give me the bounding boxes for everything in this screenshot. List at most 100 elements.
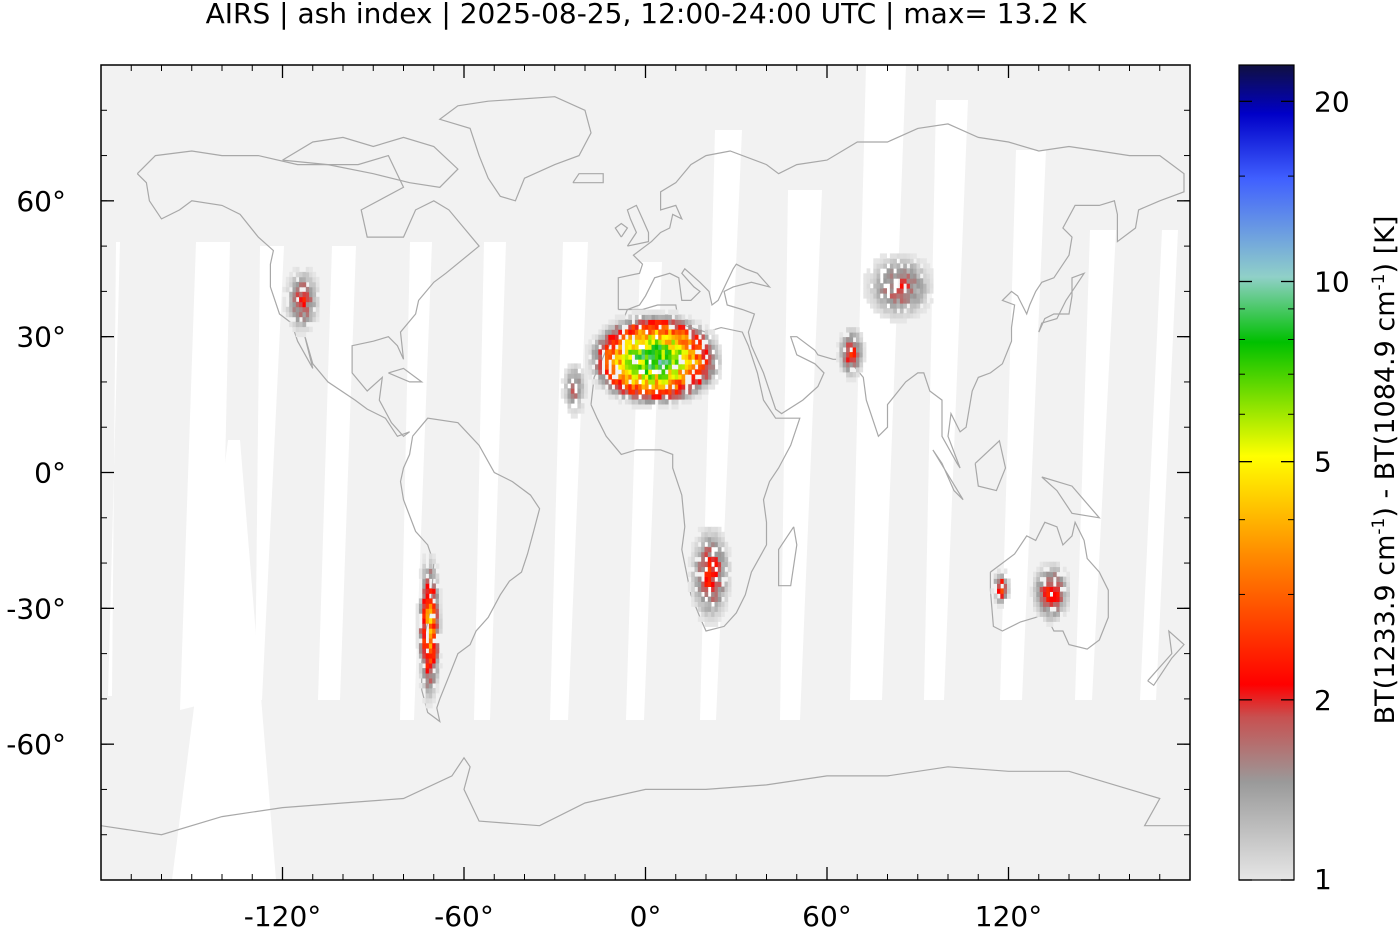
ash-pixel [1046,581,1050,587]
ash-pixel [574,363,578,369]
ash-pixel [684,349,689,355]
ash-pixel [315,306,320,313]
ash-pixel [694,369,699,375]
ash-pixel [567,393,572,399]
ash-pixel [425,698,430,704]
ash-pixel [634,344,639,350]
ash-pixel [852,352,857,358]
ash-pixel [684,394,689,400]
ash-pixel [711,596,715,602]
ash-pixel [435,668,440,674]
ash-pixel [668,359,672,365]
ash-pixel [707,531,712,538]
ash-pixel [707,551,712,558]
ash-pixel [418,608,423,614]
ash-pixel [661,324,666,330]
ash-pixel [611,389,616,395]
ash-pixel [658,339,662,345]
ash-pixel [305,306,310,313]
y-axis: 60° 30° 0° -30° -60° [6,185,1190,761]
ash-pixel [580,378,585,384]
ash-pixel [634,329,639,335]
ash-pixel [1049,601,1054,607]
ash-pixel [621,334,626,340]
ash-pixel [684,319,689,325]
ash-pixel [846,342,850,348]
ash-pixel [691,364,696,370]
ash-pixel [415,608,420,614]
ash-pixel [638,359,642,365]
ash-pixel [862,342,867,348]
ash-pixel [687,586,692,592]
ash-pixel [859,362,864,368]
ash-pixel [721,561,725,568]
y-tick-label: 30° [16,321,66,354]
ash-pixel [701,536,705,543]
ash-pixel [929,288,934,294]
ash-pixel [624,359,629,365]
ash-pixel [295,326,300,333]
ash-pixel [624,354,629,360]
ash-pixel [651,374,656,380]
ash-pixel [707,526,712,533]
ash-pixel [577,383,582,389]
ash-pixel [577,393,582,399]
ash-pixel [299,296,303,303]
ash-pixel [299,271,303,278]
ash-pixel [664,399,669,405]
colorbar-label-part3: ) [K] [1370,216,1400,274]
ash-pixel [1039,601,1044,607]
ash-pixel [651,359,656,365]
ash-pixel [899,308,904,314]
colorbar-tick-label: 20 [1314,85,1350,118]
ash-pixel [315,311,320,318]
ash-pixel [651,329,656,335]
ash-pixel [644,344,649,350]
ash-pixel [658,344,662,350]
ash-pixel [580,403,585,409]
ash-pixel [618,374,622,380]
ash-pixel [687,571,692,578]
ash-pixel [302,276,307,283]
ash-pixel [913,273,917,279]
ash-pixel [697,576,702,582]
ash-pixel [661,339,666,345]
ash-pixel [299,321,303,328]
ash-pixel [435,678,440,684]
ash-pixel [658,309,662,315]
ash-pixel [664,354,669,360]
ash-pixel [711,576,715,582]
ash-pixel [648,404,652,410]
ash-pixel [1046,571,1050,578]
ash-pixel [564,393,568,399]
swath-gap [780,190,822,720]
ash-pixel [644,404,649,410]
ash-pixel [435,603,440,609]
ash-pixel [651,344,656,350]
ash-pixel [849,357,854,363]
ash-pixel [425,613,430,619]
ash-pixel [634,319,639,325]
ash-pixel [886,273,891,279]
ash-pixel [919,278,924,284]
ash-pixel [714,611,719,617]
ash-pixel [634,404,639,410]
ash-pixel [422,558,426,564]
ash-pixel [863,278,867,284]
ash-pixel [611,339,616,345]
ash-pixel [661,399,666,405]
ash-pixel [724,561,729,568]
ash-pixel [428,618,433,624]
swath-gap [400,242,432,720]
ash-pixel [684,339,689,345]
ash-pixel [438,603,443,609]
ash-pixel [601,379,606,385]
ash-pixel [651,384,656,390]
ash-pixel [315,286,320,293]
ash-pixel [873,298,877,304]
ash-pixel [611,369,616,375]
ash-pixel [916,283,921,289]
swath-gap [318,246,356,700]
ash-pixel [697,616,702,622]
